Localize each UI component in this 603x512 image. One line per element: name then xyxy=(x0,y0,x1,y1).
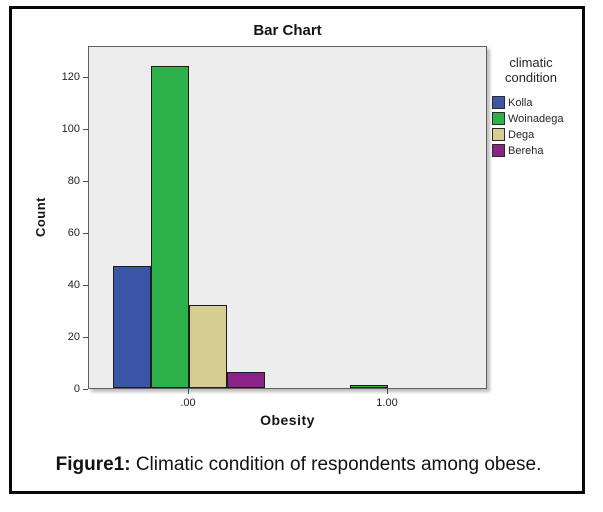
legend-items: Kolla Woinadega Dega Bereha xyxy=(492,96,602,157)
x-tick-mark xyxy=(387,389,388,394)
x-tick-label-00: .00 xyxy=(180,397,196,409)
chart-title: Bar Chart xyxy=(253,22,322,39)
legend-swatch-woinadega xyxy=(492,112,505,125)
y-tick-label-100: 100 xyxy=(61,123,80,135)
legend-label-kolla: Kolla xyxy=(508,96,533,109)
y-tick-label-60: 60 xyxy=(67,227,80,239)
caption-text: Climatic condition of respondents among … xyxy=(130,454,542,475)
legend-label-woinadega: Woinadega xyxy=(508,112,564,125)
y-tick-mark xyxy=(83,233,88,234)
y-tick-label-80: 80 xyxy=(67,175,80,187)
x-tick-mark xyxy=(188,389,189,394)
legend-swatch-bereha xyxy=(492,144,505,157)
y-tick-mark xyxy=(83,77,88,78)
figure-border xyxy=(9,6,585,494)
y-tick-mark xyxy=(83,337,88,338)
legend-swatch-dega xyxy=(492,128,505,141)
y-tick-label-20: 20 xyxy=(67,331,80,343)
y-tick-mark xyxy=(83,181,88,182)
legend-label-bereha: Bereha xyxy=(508,144,544,157)
bar-woinadega-100 xyxy=(350,385,388,388)
legend-title: climatic condition xyxy=(504,55,558,85)
legend-item-kolla: Kolla xyxy=(492,96,602,109)
y-tick-label-0: 0 xyxy=(73,383,80,395)
figure-caption: Figure1: Climatic condition of responden… xyxy=(14,452,583,478)
y-tick-mark xyxy=(83,389,88,390)
legend-label-dega: Dega xyxy=(508,128,535,141)
legend-item-dega: Dega xyxy=(492,128,602,141)
y-tick-mark xyxy=(83,129,88,130)
x-tick-label-100: 1.00 xyxy=(376,397,398,409)
bar-bereha-00 xyxy=(227,372,265,388)
x-axis-label: Obesity xyxy=(260,412,315,428)
y-tick-label-120: 120 xyxy=(61,71,80,83)
bar-kolla-00 xyxy=(113,266,151,388)
legend-swatch-kolla xyxy=(492,96,505,109)
y-tick-label-40: 40 xyxy=(67,279,80,291)
y-tick-mark xyxy=(83,285,88,286)
bar-dega-00 xyxy=(189,305,227,388)
legend: climatic condition Kolla Woinadega Dega Ber… xyxy=(492,55,602,160)
legend-item-bereha: Bereha xyxy=(492,144,602,157)
caption-label: Figure1: xyxy=(55,454,131,475)
bar-woinadega-00 xyxy=(151,66,189,388)
plot-area xyxy=(88,46,487,389)
legend-item-woinadega: Woinadega xyxy=(492,112,602,125)
